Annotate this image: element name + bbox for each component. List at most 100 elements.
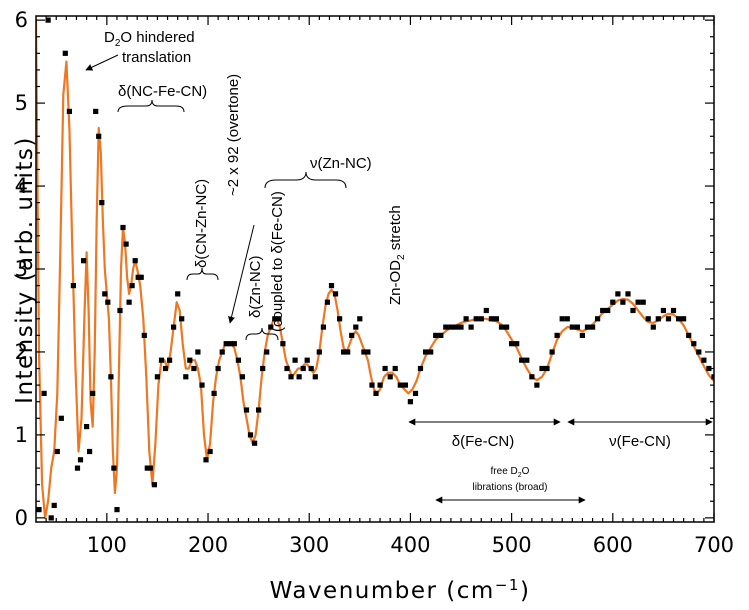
x-tick-label: 100: [87, 533, 127, 557]
data-point: [36, 507, 42, 513]
data-point: [195, 349, 201, 355]
data-point: [453, 324, 459, 330]
data-point: [268, 324, 274, 330]
data-point: [635, 299, 641, 305]
data-point: [87, 448, 93, 455]
data-point: [162, 365, 169, 372]
data-point: [175, 291, 181, 297]
data-point: [392, 365, 398, 372]
data-point: [158, 357, 165, 363]
data-point: [341, 349, 347, 355]
data-point: [129, 283, 135, 289]
y-tick-labels: 0 1 2 3 4 5 6: [15, 8, 28, 530]
y-tick-label: 2: [15, 340, 28, 364]
data-point: [433, 332, 439, 338]
data-point: [102, 291, 108, 297]
x-tick-label: 400: [390, 533, 430, 557]
data-point: [320, 324, 326, 330]
brace-zn-nc: [245, 327, 279, 341]
annotation-cn-zn-nc: δ(CN-Zn-NC): [193, 179, 210, 268]
data-point: [660, 307, 666, 314]
y-tick-label: 0: [15, 506, 28, 530]
data-point: [357, 316, 363, 322]
data-point: [463, 316, 469, 322]
data-point: [544, 365, 550, 372]
data-point: [324, 299, 330, 305]
data-point: [468, 324, 474, 330]
data-point: [369, 382, 375, 388]
data-point: [478, 316, 484, 322]
data-point: [443, 324, 449, 330]
data-point: [151, 482, 157, 488]
y-tick-label: 4: [15, 174, 28, 198]
data-point: [640, 299, 646, 305]
x-tick-label: 500: [492, 533, 532, 557]
data-point: [645, 316, 651, 322]
data-point: [132, 258, 138, 264]
data-point: [243, 407, 250, 413]
data-point: [650, 324, 656, 330]
data-point: [407, 399, 413, 405]
data-point: [90, 390, 96, 396]
data-point: [183, 374, 189, 380]
data-point: [235, 357, 241, 363]
data-point: [300, 365, 306, 372]
data-point: [312, 374, 318, 380]
data-point: [579, 332, 585, 338]
data-point: [105, 299, 111, 305]
data-point: [51, 502, 57, 508]
data-point: [630, 307, 636, 314]
annotation-free-d2o: free D2O: [491, 466, 530, 479]
data-point: [349, 332, 355, 338]
axis-ticks: [36, 16, 715, 522]
data-point: [559, 316, 565, 322]
data-point: [70, 283, 76, 289]
data-point: [96, 133, 102, 139]
data-point: [498, 324, 505, 330]
data-point: [45, 17, 51, 23]
data-point: [308, 365, 314, 372]
annotation-librations: librations (broad): [472, 482, 547, 493]
y-tick-label: 6: [15, 8, 28, 32]
data-point: [316, 349, 322, 355]
brace-nc-fe-cn: [117, 99, 185, 113]
data-point: [345, 349, 351, 355]
data-point: [66, 108, 72, 114]
data-point: [211, 390, 217, 396]
data-point: [219, 349, 225, 355]
data-point: [135, 274, 141, 280]
data-point: [615, 291, 621, 297]
data-point: [154, 374, 160, 380]
annotation-nu-zn-nc: ν(Zn-NC): [310, 155, 372, 172]
data-point: [199, 382, 205, 388]
data-point: [54, 448, 60, 455]
data-point: [706, 365, 712, 372]
data-point: [691, 341, 697, 347]
data-point: [417, 365, 424, 372]
annotation-zn-od2: Zn-OD2 stretch: [387, 205, 407, 305]
data-point: [534, 382, 540, 388]
fit-line: [36, 20, 714, 519]
annotation-arrow-d2o: [85, 54, 119, 71]
data-point: [191, 365, 197, 372]
y-tick-label: 3: [15, 257, 28, 281]
data-point: [123, 241, 129, 247]
data-point: [488, 316, 494, 322]
data-point: [272, 316, 278, 322]
data-point: [625, 291, 631, 297]
data-point: [187, 357, 193, 363]
data-point: [337, 316, 343, 322]
data-point: [711, 374, 714, 380]
data-point: [554, 332, 560, 338]
data-point: [676, 316, 682, 322]
data-point: [610, 299, 616, 305]
data-point: [361, 349, 367, 355]
data-point: [574, 324, 580, 330]
data-point: [114, 507, 120, 513]
data-point: [681, 316, 687, 322]
data-point: [227, 341, 233, 347]
data-point: [247, 432, 254, 438]
annotation-delta-fe-cn: δ(Fe-CN): [452, 433, 515, 450]
data-point: [584, 324, 591, 330]
